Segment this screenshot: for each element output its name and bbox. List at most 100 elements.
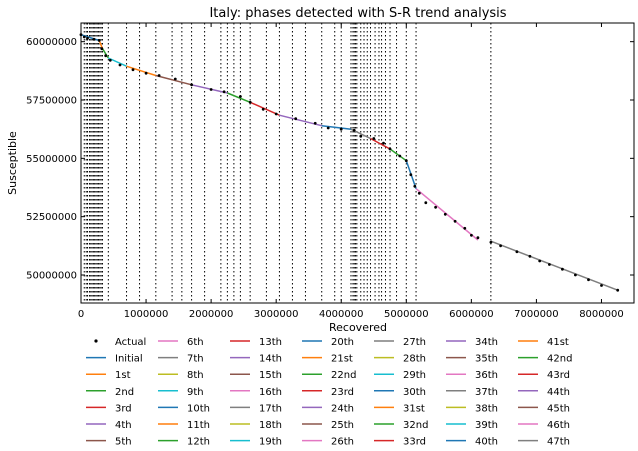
legend-label: 17th (259, 403, 282, 414)
x-tick-label: 2000000 (189, 309, 234, 320)
actual-point (470, 233, 473, 237)
actual-point (587, 278, 590, 282)
actual-point (453, 219, 457, 223)
actual-point (417, 191, 421, 195)
y-tick-label: 60000000 (26, 37, 77, 48)
y-tick-label: 50000000 (26, 271, 77, 282)
actual-point (190, 83, 194, 87)
actual-point (600, 284, 603, 287)
plot-area: 0 1000000 2000000 3000000 4000000 5000000 6000… (26, 22, 635, 320)
actual-point (294, 117, 298, 121)
fit-line-5th (155, 74, 192, 86)
chart-title: Italy: phases detected with S-R trend an… (209, 6, 506, 21)
y-tick-label: 52500000 (26, 212, 77, 223)
legend-label: 27th (403, 337, 426, 348)
legend-label: 7th (187, 354, 204, 365)
fit-line-4th (126, 65, 157, 77)
legend-label: 36th (475, 370, 498, 381)
actual-point (372, 137, 376, 140)
legend-label: 2nd (115, 387, 134, 398)
actual-point (409, 173, 413, 177)
legend-label: 22nd (331, 370, 356, 381)
actual-point (118, 63, 122, 67)
actual-point (131, 68, 135, 72)
actual-point (144, 71, 148, 75)
actual-point (173, 77, 177, 81)
x-tick-label: 6000000 (449, 309, 494, 320)
legend-label: 45th (547, 403, 570, 414)
actual-point (548, 263, 551, 266)
legend-label: 20th (331, 337, 354, 348)
x-axis-label: Recovered (329, 321, 387, 334)
legend-label: 28th (403, 354, 426, 365)
legend-label: 1st (115, 370, 131, 381)
legend-label: 18th (259, 420, 282, 431)
legend-label: 21st (331, 354, 353, 365)
legend-label: 25th (331, 420, 354, 431)
actual-point (104, 54, 108, 58)
actual-point (382, 141, 385, 145)
actual-point (100, 47, 104, 51)
actual-point (313, 121, 317, 125)
legend-label: 35th (475, 354, 498, 365)
actual-point (86, 36, 89, 40)
legend-label: 5th (115, 437, 132, 448)
actual-point (352, 128, 356, 132)
legend-label: Initial (115, 354, 143, 365)
actual-point (424, 201, 428, 205)
actual-point (82, 35, 86, 39)
actual-point (222, 90, 226, 94)
legend-label: Actual (115, 337, 146, 348)
legend-label: 11th (187, 420, 210, 431)
actual-point (476, 236, 480, 240)
actual-point (404, 159, 408, 163)
x-tick-label: 4000000 (319, 309, 364, 320)
legend-label: 13th (259, 337, 282, 348)
actual-point (434, 205, 437, 209)
actual-point (248, 100, 252, 104)
legend-label: 29th (403, 370, 426, 381)
legend-label: 30th (403, 387, 426, 398)
legend-label: 3rd (115, 403, 132, 414)
fit-line-13th (389, 148, 407, 162)
actual-point (398, 154, 402, 158)
legend: Actual Initial 1st 2nd 3rd 4th 5th 6th 7th 8th 9th… (86, 337, 572, 448)
legend-label: 39th (475, 420, 498, 431)
legend-label: 38th (475, 403, 498, 414)
legend-label: 34th (475, 337, 498, 348)
legend-label: 23rd (331, 387, 354, 398)
actual-point (561, 267, 564, 271)
actual-point (443, 212, 447, 216)
actual-point (499, 244, 502, 248)
legend-label: 24th (331, 403, 354, 414)
actual-point (239, 95, 242, 98)
actual-point (616, 288, 620, 292)
actual-point (209, 88, 213, 91)
legend-label: 46th (547, 420, 570, 431)
legend-label: 40th (475, 437, 498, 448)
y-axis-label: Susceptible (6, 131, 19, 195)
actual-point (574, 273, 577, 277)
fit-line-6th (191, 84, 228, 94)
legend-label: 44th (547, 387, 570, 398)
legend-label: 14th (259, 354, 282, 365)
legend-label: 42nd (547, 354, 572, 365)
legend-label: 33rd (403, 437, 426, 448)
actual-point (538, 259, 542, 263)
x-tick-label: 8000000 (579, 309, 624, 320)
actual-point (528, 254, 532, 258)
legend-label: 32nd (403, 420, 428, 431)
fit-line-10th (321, 124, 352, 130)
actual-point (157, 74, 161, 77)
actual-point (97, 39, 101, 42)
plot-frame (80, 22, 635, 304)
legend-label: 9th (187, 387, 204, 398)
fit-line-12th (370, 137, 391, 150)
legend-label: 47th (547, 437, 570, 448)
x-tick-label: 1000000 (124, 309, 169, 320)
legend-label: 26th (331, 437, 354, 448)
actual-point (326, 126, 330, 130)
fit-line-15th (415, 188, 479, 241)
fit-line-16th (490, 240, 618, 291)
y-tick-label: 55000000 (26, 154, 77, 165)
